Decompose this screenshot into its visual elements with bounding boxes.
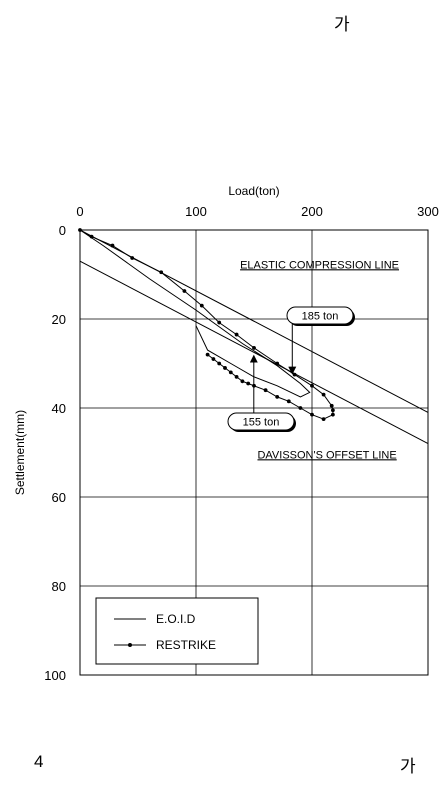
legend-label-1: RESTRIKE: [156, 638, 216, 652]
callout-185-label: 185 ton: [302, 311, 339, 323]
data-point-1-26: [234, 374, 239, 379]
x-tick-label: 200: [301, 204, 323, 219]
x-tick-label: 300: [417, 204, 439, 219]
data-point-1-3: [130, 256, 135, 260]
x-tick-label: 100: [185, 204, 207, 219]
y-axis-title: Settlement(mm): [13, 410, 27, 495]
data-point-1-16: [330, 412, 335, 417]
data-point-1-6: [199, 303, 204, 308]
data-point-1-30: [211, 357, 216, 361]
plot-border: [79, 229, 429, 676]
data-point-1-12: [310, 383, 314, 388]
plot-frame: [79, 229, 429, 676]
data-point-1-31: [205, 352, 210, 357]
data-point-1-22: [263, 388, 268, 393]
legend: E.O.I.D RESTRIKE: [95, 597, 259, 665]
data-point-1-21: [275, 394, 280, 399]
page-number: 4: [34, 752, 44, 771]
data-point-1-11: [292, 372, 297, 377]
data-point-1-19: [298, 406, 303, 410]
corner-mark-bottom: 가: [400, 757, 416, 776]
data-point-1-25: [240, 379, 245, 384]
data-point-1-24: [246, 381, 251, 386]
y-tick-label: 0: [59, 223, 66, 238]
data-series: [78, 228, 335, 422]
callout-155-label: 155 ton: [243, 417, 280, 429]
legend-label-0: E.O.I.D: [156, 612, 196, 626]
data-point-1-18: [310, 412, 314, 417]
data-point-1-2: [110, 243, 115, 248]
y-tick-label: 40: [52, 401, 66, 416]
data-point-1-4: [159, 270, 164, 275]
y-tick-label: 60: [52, 490, 66, 505]
y-tick-label: 20: [52, 312, 66, 327]
x-tick-label: 0: [76, 204, 83, 219]
davisson-offset-label: DAVISSON'S OFFSET LINE: [257, 449, 396, 461]
data-point-1-17: [321, 417, 326, 422]
callout-185-box: [286, 306, 354, 325]
reference-line-1: [80, 260, 428, 445]
callout-155-box: [227, 412, 295, 431]
data-point-1-1: [89, 234, 94, 239]
elastic-compression-label: ELASTIC COMPRESSION LINE: [240, 259, 399, 271]
data-point-1-10: [275, 361, 280, 366]
axis-labels: 0 100 200 300 0 20 40 60 80 100 Load(ton) Settlemen…: [13, 184, 439, 683]
data-point-1-5: [182, 289, 187, 293]
data-point-1-20: [286, 399, 291, 404]
data-point-1-28: [223, 366, 227, 370]
data-point-1-7: [217, 320, 222, 325]
legend-box: [95, 597, 259, 665]
x-axis-title: Load(ton): [228, 184, 279, 198]
annotations: ELASTIC COMPRESSION LINE DAVISSON'S OFFSE…: [227, 259, 399, 461]
data-point-1-9: [252, 346, 256, 350]
data-point-1-29: [217, 361, 222, 366]
data-point-1-13: [321, 392, 326, 397]
y-tick-label: 100: [44, 668, 66, 683]
y-tick-label: 80: [52, 579, 66, 594]
series-line-0: [79, 229, 311, 398]
data-point-1-14: [329, 403, 334, 408]
legend-swatch-dot-1: [128, 643, 132, 647]
data-point-1-27: [228, 370, 233, 375]
corner-mark-top: 가: [334, 15, 350, 34]
data-point-1-15: [330, 408, 335, 413]
data-point-1-8: [234, 332, 239, 337]
